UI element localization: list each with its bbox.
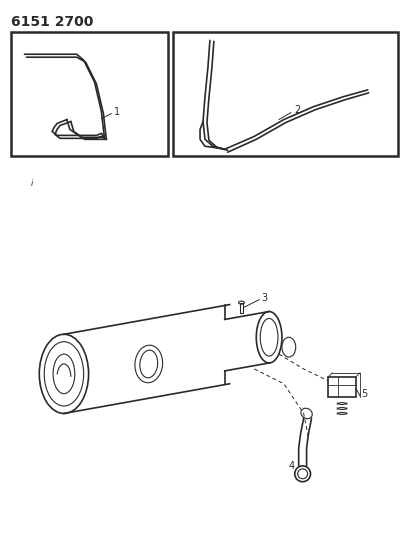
- Text: i: i: [31, 179, 33, 188]
- Text: 6151 2700: 6151 2700: [11, 14, 93, 29]
- Text: 2: 2: [294, 104, 300, 115]
- Text: 3: 3: [261, 293, 267, 303]
- Text: 4: 4: [289, 461, 295, 471]
- Bar: [11, 33, 169, 156]
- Bar: [173, 33, 398, 156]
- Text: 1: 1: [114, 107, 120, 117]
- Bar: [328, 377, 356, 397]
- Text: 5: 5: [361, 389, 367, 399]
